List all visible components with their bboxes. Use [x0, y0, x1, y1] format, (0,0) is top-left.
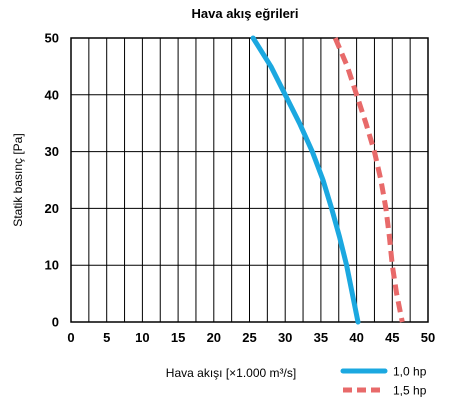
- x-axis-label: Hava akışı [×1.000 m³/s]: [166, 366, 296, 380]
- x-tick-label: 40: [349, 330, 363, 345]
- y-tick-label: 50: [45, 31, 59, 46]
- x-tick-label: 20: [207, 330, 221, 345]
- y-tick-label: 40: [45, 87, 59, 102]
- legend: 1,0 hp 1,5 hp: [340, 365, 427, 398]
- legend-label: 1,0 hp: [393, 365, 427, 379]
- y-tick-label: 0: [52, 315, 59, 330]
- chart-title: Hava akış eğrileri: [192, 6, 299, 21]
- grid-layer: [70, 37, 429, 323]
- x-tick-label: 15: [171, 330, 185, 345]
- x-tick-label: 45: [385, 330, 399, 345]
- x-tick-label: 25: [242, 330, 256, 345]
- x-tick-label: 0: [67, 330, 74, 345]
- series-layer: [250, 35, 405, 325]
- x-tick-label: 5: [103, 330, 110, 345]
- series-line: [250, 35, 361, 325]
- y-tick-label: 10: [45, 258, 59, 273]
- y-axis-label: Statik basınç [Pa]: [11, 133, 25, 226]
- plot-frame: [70, 37, 429, 323]
- legend-label: 1,5 hp: [393, 384, 427, 398]
- x-tick-label: 50: [421, 330, 435, 345]
- series-line: [332, 37, 405, 323]
- y-tick-label: 20: [45, 201, 59, 216]
- x-tick-label: 30: [278, 330, 292, 345]
- x-tick-label: 35: [314, 330, 328, 345]
- x-tick-label: 10: [135, 330, 149, 345]
- tick-layer: 0 5 10 15 20 25 30 35 40 45 50 0 10 20 30 40 50: [45, 31, 436, 346]
- y-tick-label: 30: [45, 144, 59, 159]
